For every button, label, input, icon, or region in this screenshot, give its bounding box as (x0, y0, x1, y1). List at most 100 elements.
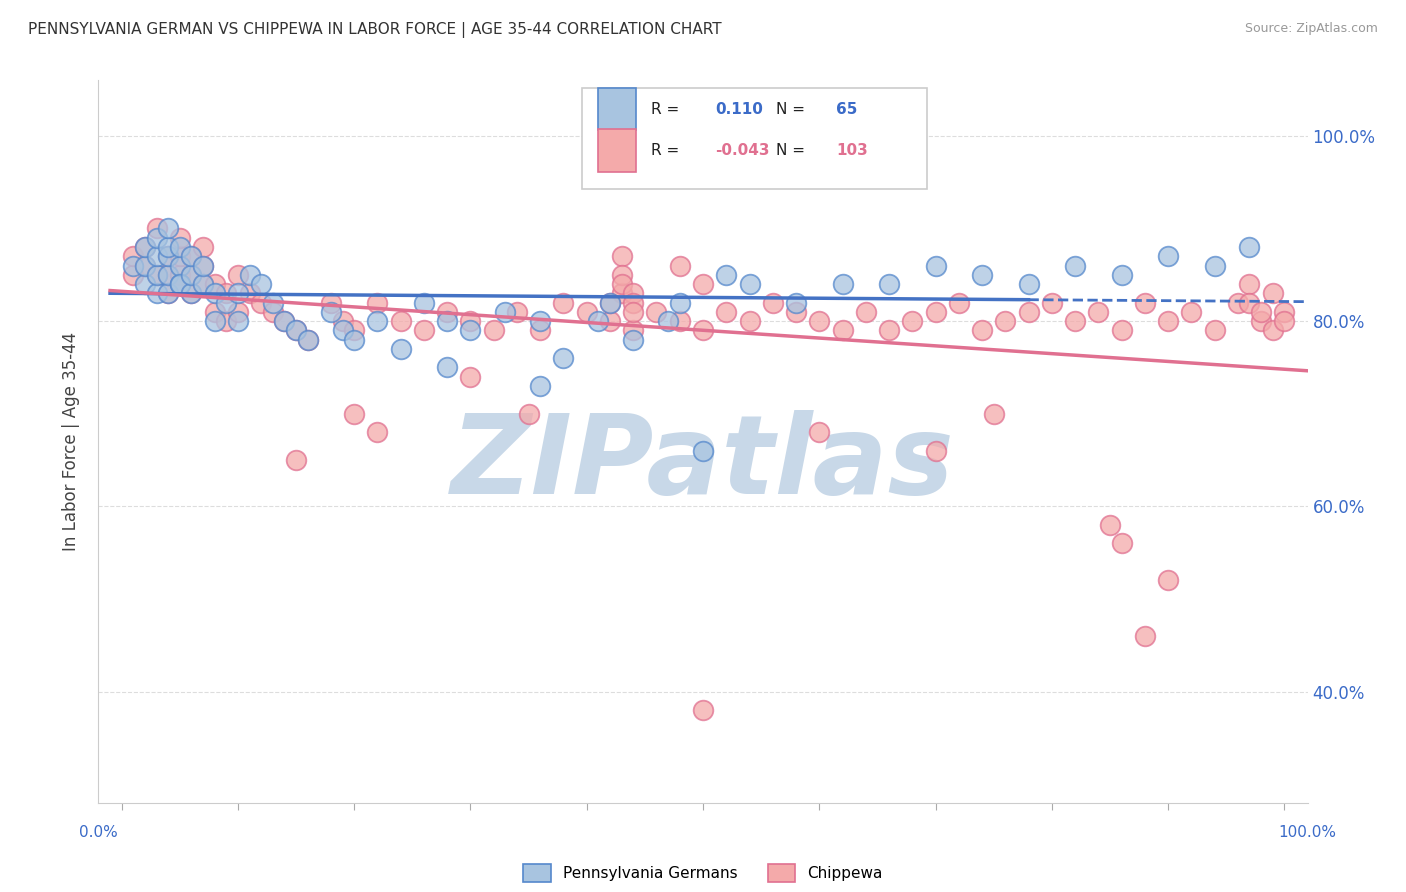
Point (273, 314, 295, 328)
Point (1157, 314, 1180, 328)
Point (297, 333, 319, 347)
Point (366, 314, 388, 328)
Point (215, 314, 238, 328)
Point (1018, 305, 1040, 319)
Point (855, 305, 877, 319)
Point (1111, 268, 1133, 282)
Point (262, 295, 284, 310)
Point (610, 249, 633, 263)
Point (134, 240, 156, 254)
Point (285, 323, 308, 337)
Point (529, 314, 551, 328)
Point (226, 286, 249, 301)
Point (1239, 240, 1261, 254)
Point (169, 277, 191, 291)
Point (169, 240, 191, 254)
Point (215, 295, 238, 310)
Point (460, 314, 482, 328)
Point (877, 323, 900, 337)
Point (621, 305, 644, 319)
Point (738, 314, 761, 328)
Point (657, 314, 679, 328)
Point (191, 259, 214, 273)
Point (239, 268, 262, 282)
Point (877, 277, 900, 291)
Point (226, 314, 249, 328)
Point (621, 333, 644, 347)
Point (180, 249, 202, 263)
Point (692, 703, 714, 717)
Text: -0.043: -0.043 (716, 143, 769, 158)
Point (389, 342, 412, 356)
Point (460, 323, 482, 337)
Point (1157, 574, 1180, 588)
Point (169, 277, 191, 291)
Point (1204, 259, 1226, 273)
Text: 0.0%: 0.0% (79, 825, 118, 840)
Point (180, 268, 202, 282)
Point (157, 286, 180, 301)
Text: 65: 65 (837, 102, 858, 117)
FancyBboxPatch shape (598, 129, 637, 171)
Point (553, 351, 575, 366)
Point (169, 249, 191, 263)
Point (157, 268, 180, 282)
Point (588, 314, 610, 328)
Point (191, 277, 214, 291)
Point (645, 305, 668, 319)
Point (494, 305, 516, 319)
FancyBboxPatch shape (598, 88, 637, 130)
Point (226, 305, 249, 319)
Point (157, 221, 180, 235)
Point (610, 268, 633, 282)
Point (599, 295, 621, 310)
Point (204, 305, 226, 319)
Text: N =: N = (776, 102, 804, 117)
Point (191, 277, 214, 291)
Point (191, 259, 214, 273)
Point (332, 314, 354, 328)
Text: 0.110: 0.110 (716, 102, 763, 117)
Point (1064, 259, 1087, 273)
Point (621, 323, 644, 337)
Point (250, 295, 273, 310)
Point (529, 379, 551, 393)
Point (343, 333, 366, 347)
Point (610, 286, 633, 301)
Point (1272, 314, 1295, 328)
Point (599, 314, 621, 328)
Point (413, 295, 436, 310)
Point (924, 259, 946, 273)
Point (204, 286, 226, 301)
Point (621, 295, 644, 310)
Point (366, 425, 388, 440)
Point (157, 240, 180, 254)
Point (924, 443, 946, 458)
Point (413, 323, 436, 337)
Point (529, 323, 551, 337)
Point (285, 323, 308, 337)
Point (692, 443, 714, 458)
Point (901, 314, 924, 328)
Point (366, 295, 388, 310)
Point (180, 286, 202, 301)
Point (1133, 629, 1156, 643)
Point (343, 323, 366, 337)
Point (145, 286, 167, 301)
Point (808, 314, 831, 328)
Point (239, 286, 262, 301)
Text: 100.0%: 100.0% (1278, 825, 1337, 840)
Point (157, 286, 180, 301)
Point (1018, 277, 1040, 291)
Text: R =: R = (651, 143, 679, 158)
Point (436, 305, 458, 319)
Point (436, 360, 458, 375)
Point (145, 231, 167, 245)
Point (180, 249, 202, 263)
Text: R =: R = (651, 102, 679, 117)
Point (1098, 517, 1121, 532)
Point (785, 305, 807, 319)
Point (970, 323, 993, 337)
Point (134, 240, 156, 254)
Point (122, 268, 145, 282)
